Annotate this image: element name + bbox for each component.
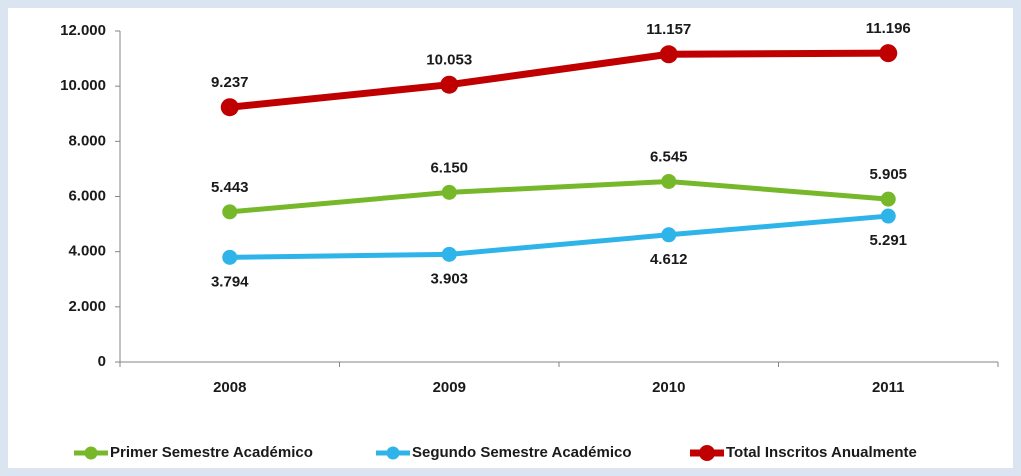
y-tick-label: 4.000 <box>68 243 106 260</box>
y-tick-label: 6.000 <box>68 187 106 204</box>
point <box>880 191 896 207</box>
y-tick-label: 10.000 <box>60 77 106 94</box>
x-tick-label: 2008 <box>213 379 246 396</box>
point <box>440 75 459 94</box>
legend-marker <box>386 446 400 460</box>
data-label: 10.053 <box>426 52 472 69</box>
series-line <box>229 213 889 260</box>
legend-label: Primer Semestre Académico <box>110 444 313 461</box>
y-tick-label: 8.000 <box>68 132 106 149</box>
x-tick-label: 2011 <box>872 379 905 396</box>
y-tick-label: 2.000 <box>68 298 106 315</box>
point <box>441 184 457 200</box>
data-label: 5.291 <box>869 232 907 249</box>
data-label: 3.903 <box>430 270 468 287</box>
point <box>661 227 677 243</box>
chart-area <box>8 8 1013 468</box>
y-tick-label: 0 <box>98 353 106 370</box>
data-label: 6.150 <box>430 159 468 176</box>
point <box>441 246 457 262</box>
data-label: 6.545 <box>650 148 688 165</box>
data-label: 11.196 <box>866 20 911 37</box>
point <box>661 173 677 189</box>
data-label: 5.443 <box>211 179 249 196</box>
series-line <box>229 178 889 215</box>
legend-label: Total Inscritos Anualmente <box>726 444 917 461</box>
data-label: 3.794 <box>211 273 249 290</box>
y-tick-label: 12.000 <box>60 22 106 39</box>
point <box>879 44 898 63</box>
point <box>222 249 238 265</box>
data-label: 9.237 <box>211 74 249 91</box>
x-tick-label: 2010 <box>652 379 685 396</box>
point <box>222 204 238 220</box>
legend-label: Segundo Semestre Académico <box>412 444 632 461</box>
point <box>659 45 678 64</box>
legend-marker <box>84 446 98 460</box>
point <box>880 208 896 224</box>
point <box>220 98 239 117</box>
data-label: 11.157 <box>646 21 691 38</box>
data-label: 5.905 <box>869 166 907 183</box>
data-label: 4.612 <box>650 251 688 268</box>
x-tick-label: 2009 <box>433 379 466 396</box>
series-line <box>229 49 889 111</box>
legend-marker <box>699 445 715 461</box>
